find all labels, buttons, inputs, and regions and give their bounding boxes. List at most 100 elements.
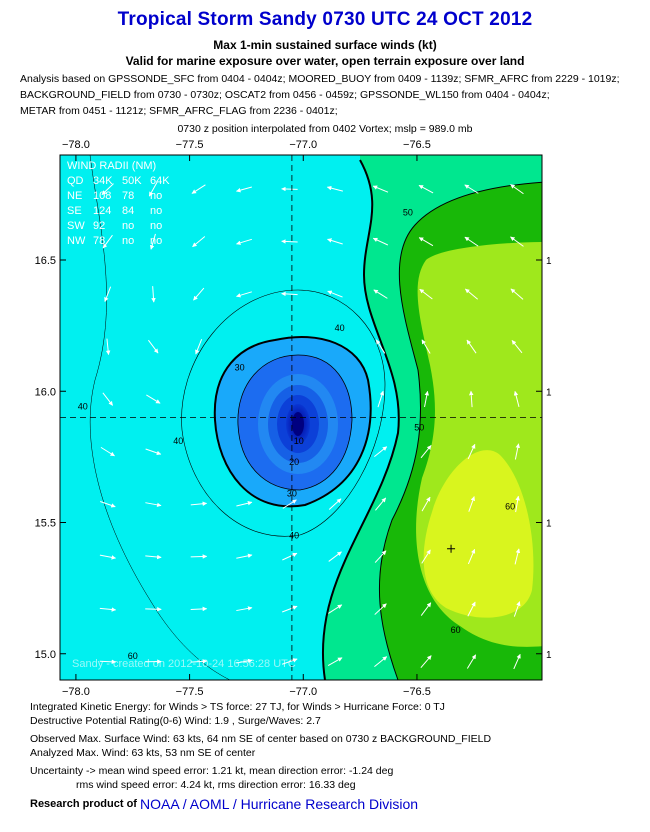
wind-vector-arrow [148,181,158,197]
wind-band-80-fill [423,450,534,618]
rms-error-text: rms wind speed error: 4.24 kt, rms direc… [76,779,356,791]
wind-vector-arrow [281,658,298,665]
wind-radii-header: 34K [93,175,113,187]
wind-radii-cell: SE [67,205,82,217]
wind-vector-arrow [191,184,206,194]
wind-vector-arrow [190,659,208,664]
wind-vector-arrow [100,446,115,457]
wind-radii-header: 50K [122,175,142,187]
position-note: 0730 z position interpolated from 0402 V… [177,123,473,135]
contour-line-60 [378,181,542,680]
contour-label: 10 [294,436,304,446]
wind-field-map: 10 20 30 30 40 40 40 40 50 50 60 60 60 −78.0 −78.0 −77… [35,140,552,698]
wind-vector-arrow [195,339,203,355]
wind-vector-arrow [104,286,112,302]
analysis-sources-line: METAR from 0451 - 1121z; SFMR_AFRC_FLAG … [20,105,338,117]
wind-vector-arrow [510,184,524,195]
wind-vector-arrow [464,184,479,194]
y-tick-label: 15.0 [35,649,56,661]
wind-radii-cell: 108 [93,190,111,202]
wind-vector-arrow [236,606,253,612]
contour-line-50 [322,159,400,680]
contour-line-40 [89,155,231,680]
y-axis-ticks: 15.0 1 15.5 1 16.0 1 16.5 1 [35,255,552,661]
wind-vector-arrow [151,286,156,303]
wind-radii-cell: no [150,220,162,232]
observed-max-wind-text: Observed Max. Surface Wind: 63 kts, 64 n… [30,733,492,745]
wind-vector-arrow [510,288,524,300]
contour-line-30 [237,354,353,491]
wind-vector-arrow [99,659,117,665]
x-tick-label: −78.0 [62,140,90,151]
wind-vector-arrow [100,501,116,508]
wind-vector-arrow [374,446,388,457]
contour-line-40 [181,289,386,537]
wind-vector-arrow [373,289,388,299]
wind-radii-cell: 92 [93,220,105,232]
wind-vector-arrow [372,185,389,193]
wind-vector-arrow [467,443,476,460]
y-tick-label: 16.5 [35,255,56,267]
wind-vector-arrow [418,237,434,247]
max-wind-marker [447,544,456,553]
wind-radii-table: WIND RADII (NM) QD 34K 50K 64K NE 108 78… [67,160,170,247]
wind-vector-arrow [102,234,113,249]
wind-vector-arrow [190,606,208,612]
y-right-tick-label: 1 [546,519,552,530]
wind-radii-title: WIND RADII (NM) [67,160,156,172]
wind-radii-cell: 124 [93,205,111,217]
x-tick-label: −76.5 [403,686,431,698]
wind-vector-arrow [377,390,385,408]
wind-vector-arrow [236,186,252,193]
wind-vector-arrow [418,184,434,194]
wind-vector-arrow [328,604,343,614]
analysis-sources-line: Analysis based on GPSSONDE_SFC from 0404… [20,73,620,85]
wind-vector-arrow [467,548,476,565]
wind-vector-arrow [190,501,208,506]
x-axis-ticks: −78.0 −78.0 −77.5 −77.5 −77.0 −77.0 −76.5 −76.5 [62,140,431,698]
wind-vector-arrow [421,549,431,564]
wind-vector-arrow [374,603,387,615]
wind-vector-arrow [375,497,387,511]
wind-radii-header: 64K [150,175,170,187]
wind-vector-arrow [146,394,161,404]
wind-vector-arrow [149,233,156,250]
wind-vector-arrow [236,291,252,298]
wind-vector-arrow [420,655,432,669]
wind-vector-arrow [99,607,117,612]
wind-vector-arrow [328,498,342,510]
storm-eye-core [292,412,304,436]
research-label: Research product of [30,798,137,810]
wind-radii-cell: no [150,190,162,202]
wind-vector-arrow [424,390,430,408]
contour-label: 60 [505,501,515,511]
wind-vector-arrow [236,553,253,559]
x-tick-label: −77.0 [289,140,317,151]
chart-subtitle-units: Max 1-min sustained surface winds (kt) [213,38,437,52]
y-tick-label: 16.0 [35,386,56,398]
wind-vector-arrow [236,238,252,245]
wind-vector-arrow [468,390,474,408]
wind-vector-arrow [510,236,524,247]
contour-labels: 10 20 30 30 40 40 40 40 50 50 60 60 60 [78,207,515,661]
wind-vector-arrow [514,548,521,565]
wind-vector-arrow [102,392,114,406]
y-tick-label: 15.5 [35,518,56,530]
wind-vector-arrow [465,288,478,300]
contour-label: 50 [403,207,413,217]
contour-label: 40 [78,402,88,412]
wind-radii-header: QD [67,175,84,187]
x-tick-label: −77.5 [176,686,204,698]
wind-vector-arrow [513,390,520,408]
wind-vector-arrow [327,238,343,245]
contour-label: 30 [287,488,297,498]
y-right-tick-label: 1 [546,387,552,398]
x-tick-label: −78.0 [62,686,90,698]
wind-vector-arrow [99,554,117,560]
contour-label: 40 [289,530,299,540]
x-tick-label: −76.5 [403,140,431,151]
analysis-sources-line: BACKGROUND_FIELD from 0730 - 0730z; OSCA… [20,89,550,101]
wind-vector-arrow [420,445,432,459]
wind-vector-arrow [421,496,431,512]
contour-label: 20 [289,457,299,467]
